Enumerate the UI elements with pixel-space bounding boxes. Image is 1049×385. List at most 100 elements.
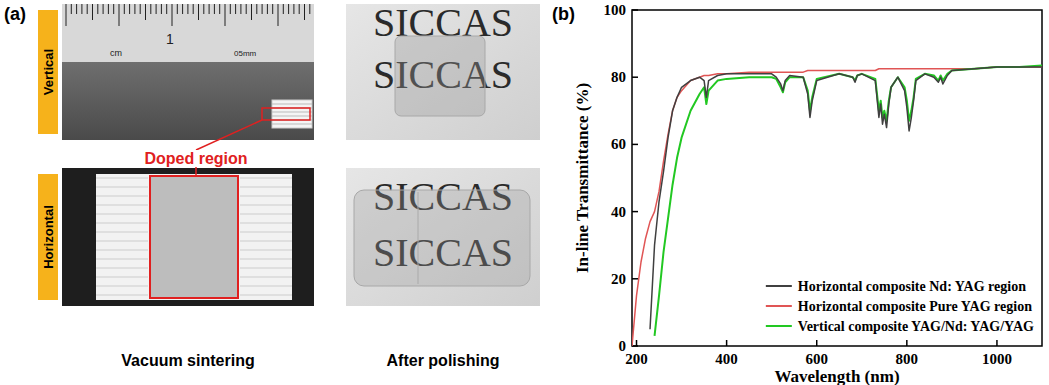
x-tick-label: 600 <box>805 351 828 367</box>
ruler-tick <box>251 4 252 20</box>
ridge <box>240 268 292 269</box>
row-strip <box>38 10 58 134</box>
ridge <box>96 268 148 269</box>
ridge <box>240 259 292 260</box>
x-axis-title: Wavelength (nm) <box>774 367 899 385</box>
ridge <box>240 241 292 242</box>
series-line <box>632 67 1042 346</box>
ruler-tick <box>150 4 151 14</box>
ruler-tick <box>304 4 305 20</box>
x-tick-label: 400 <box>715 351 738 367</box>
ruler-text: 1 <box>166 31 174 47</box>
ruler-tick <box>278 4 279 26</box>
ruler-tick <box>161 4 162 14</box>
y-tick <box>632 278 638 280</box>
column-label: After polishing <box>387 352 500 369</box>
ridge <box>96 250 148 251</box>
polished-sample <box>354 190 530 286</box>
ruler-tick <box>97 4 98 14</box>
ruler-tick <box>182 4 183 14</box>
doped-box <box>150 176 238 298</box>
legend-swatch <box>766 305 792 307</box>
ruler-tick <box>209 4 210 14</box>
ruler-tick <box>203 4 204 14</box>
ridge <box>272 104 312 105</box>
y-tick <box>632 144 638 146</box>
label-patch <box>130 150 262 167</box>
ruler-tick <box>87 4 88 14</box>
plot-frame <box>632 10 1042 346</box>
ruler-tick <box>187 4 188 14</box>
legend-label: Vertical composite YAG/Nd: YAG/YAG <box>798 319 1034 334</box>
ruler-tick <box>76 4 77 14</box>
x-tick <box>726 340 728 346</box>
y-tick <box>632 9 638 11</box>
legend-label: Horizontal composite Pure YAG region <box>798 299 1032 314</box>
y-tick <box>632 76 638 78</box>
ridge <box>272 124 312 125</box>
ruler-tick <box>177 4 178 14</box>
ruler-tick <box>262 4 263 14</box>
doped-area <box>150 176 238 298</box>
ridge <box>240 295 292 296</box>
series-line <box>650 67 1042 329</box>
ridge <box>240 232 292 233</box>
x-tick <box>636 340 638 346</box>
ruler-tick <box>283 4 284 14</box>
ridge <box>96 187 148 188</box>
annotation: Doped region <box>144 150 247 167</box>
ruler-tick <box>193 4 194 14</box>
ruler-tick <box>309 4 310 14</box>
ruler-tick <box>108 4 109 14</box>
ridge <box>240 277 292 278</box>
ruler-tick <box>299 4 300 14</box>
ruler-text: cm <box>110 48 122 58</box>
ruler-tick <box>71 4 72 14</box>
ridge <box>240 187 292 188</box>
ridge <box>240 286 292 287</box>
ruler-tick <box>66 4 67 26</box>
x-tick-label: 800 <box>896 351 919 367</box>
ridge <box>96 214 148 215</box>
ruler-tick <box>219 4 220 14</box>
ruler-tick <box>124 4 125 14</box>
ridge <box>272 116 312 117</box>
column-label: Vacuum sintering <box>121 352 254 369</box>
y-tick-label: 0 <box>619 338 627 354</box>
ruler-tick <box>129 4 130 14</box>
ridge <box>240 250 292 251</box>
ruler-tick <box>145 4 146 20</box>
ruler-tick <box>103 4 104 14</box>
y-tick-label: 60 <box>611 136 626 152</box>
ruler-tick <box>198 4 199 20</box>
row-label: Horizontal <box>41 205 56 269</box>
y-axis-title: In-line Transmittance (%) <box>573 83 592 273</box>
ridge <box>96 178 148 179</box>
ruler-tick <box>272 4 273 14</box>
row-label: Vertical <box>41 49 56 95</box>
leader <box>195 166 197 176</box>
ruler-tick <box>134 4 135 14</box>
ruler-tick <box>140 4 141 14</box>
series-group <box>632 65 1042 346</box>
ruler-tick <box>230 4 231 14</box>
ruler-tick <box>240 4 241 14</box>
x-tick <box>906 340 908 346</box>
y-tick-label: 20 <box>611 271 626 287</box>
ridge <box>96 259 148 260</box>
ruler-tick <box>293 4 294 14</box>
y-tick-label: 100 <box>604 2 627 18</box>
y-tick-label: 40 <box>611 204 626 220</box>
figure: (a)VerticalHorizontalcm105mmDoped region… <box>0 0 1049 385</box>
legend-swatch <box>766 325 792 327</box>
ridge <box>272 112 312 113</box>
leader <box>196 120 262 150</box>
sample-edge <box>418 192 419 284</box>
legend: Horizontal composite Nd: YAG region Horiz… <box>766 279 1034 334</box>
ruler-tick <box>156 4 157 14</box>
ridge <box>240 214 292 215</box>
ridge <box>96 232 148 233</box>
ruler-text: 05mm <box>234 49 257 58</box>
photo <box>62 4 314 140</box>
legend-label: Horizontal composite Nd: YAG region <box>798 279 1026 294</box>
